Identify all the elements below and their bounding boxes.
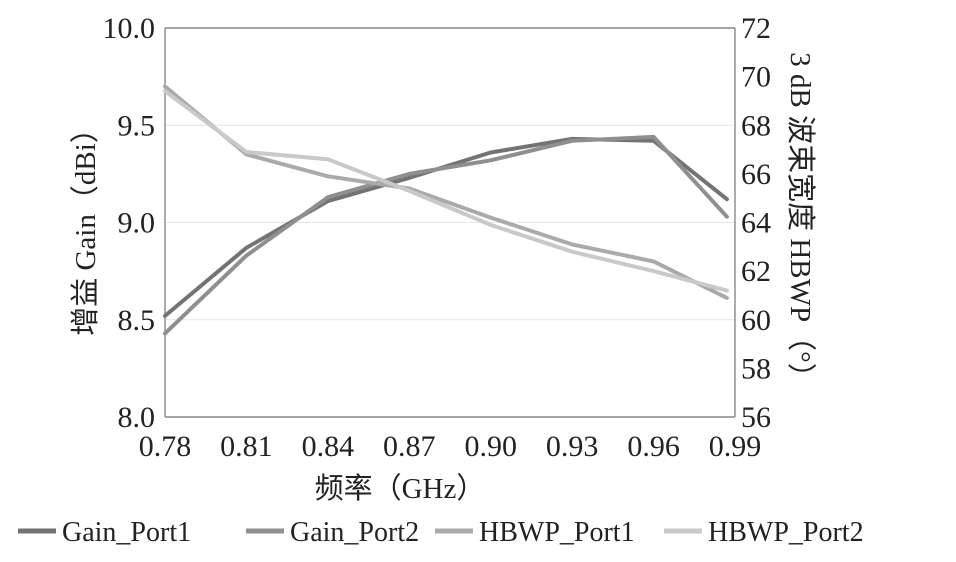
- x-tick-label: 0.78: [139, 430, 192, 463]
- x-tick-label: 0.96: [627, 430, 680, 463]
- x-tick-label: 0.81: [220, 430, 273, 463]
- y-right-tick-labels: 56 58 60 62 64 66 68 70 72: [741, 12, 771, 434]
- x-tick-label: 0.87: [383, 430, 436, 463]
- grid-lines: [165, 27, 735, 321]
- series-lines: [163, 84, 729, 336]
- x-tick-label: 0.90: [464, 430, 517, 463]
- series-line-hbwp-port1: [163, 84, 729, 300]
- series-line-hbwp-port2: [163, 89, 729, 293]
- legend: Gain_Port1 Gain_Port2 HBWP_Port1 HBWP_Port2: [18, 517, 864, 548]
- y-right-tick-label: 66: [741, 158, 771, 191]
- y-left-axis-title: 增益 Gain（dBi）: [69, 114, 102, 336]
- x-tick-label: 0.84: [302, 430, 355, 463]
- series-line-gain-port2: [163, 134, 729, 336]
- y-right-tick-label: 72: [741, 12, 771, 45]
- y-right-tick-label: 68: [741, 109, 771, 142]
- y-left-tick-label: 8.5: [118, 304, 156, 337]
- y-right-tick-label: 56: [741, 401, 771, 434]
- x-axis-title: 频率（GHz）: [315, 472, 486, 505]
- y-left-tick-label: 8.0: [118, 401, 156, 434]
- y-left-tick-label: 9.5: [118, 109, 156, 142]
- y-right-tick-label: 64: [741, 207, 771, 240]
- series-line-gain-port1: [163, 136, 729, 318]
- legend-label: Gain_Port1: [62, 517, 191, 548]
- x-tick-label: 0.99: [709, 430, 762, 463]
- x-tick-label: 0.93: [546, 430, 599, 463]
- legend-label: HBWP_Port2: [708, 517, 864, 548]
- y-left-tick-label: 9.0: [118, 207, 156, 240]
- y-right-tick-label: 62: [741, 255, 771, 288]
- y-left-tick-label: 10.0: [103, 12, 156, 45]
- legend-label: HBWP_Port1: [479, 517, 635, 548]
- y-right-axis-title: 3 dB 波束宽度 HBWP（°）: [784, 52, 817, 391]
- y-right-tick-label: 60: [741, 304, 771, 337]
- x-tick-labels: 0.78 0.81 0.84 0.87 0.90 0.93 0.96 0.99: [139, 430, 762, 463]
- y-right-tick-label: 58: [741, 352, 771, 385]
- y-right-tick-label: 70: [741, 61, 771, 94]
- y-left-tick-labels: 8.0 8.5 9.0 9.5 10.0: [103, 12, 156, 434]
- legend-label: Gain_Port2: [290, 517, 419, 548]
